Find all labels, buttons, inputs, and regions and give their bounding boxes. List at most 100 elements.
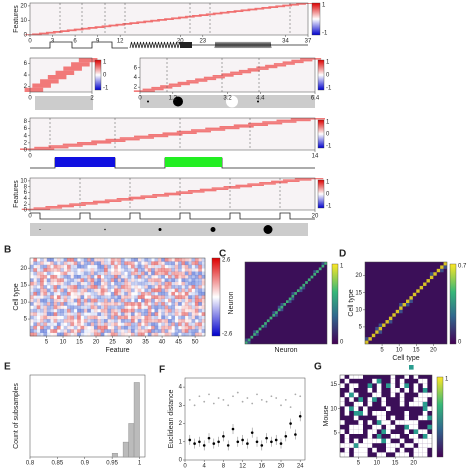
- heatmap-cell: [167, 291, 172, 296]
- panel-letter: D: [339, 249, 346, 260]
- heatmap-cell: [151, 264, 155, 269]
- heatmap-cell: [254, 7, 272, 9]
- heatmap-cell: [157, 319, 162, 323]
- heatmap-cell: [60, 271, 64, 276]
- y-tick-label: 20: [20, 266, 27, 272]
- heatmap-cell: [171, 315, 176, 320]
- heatmap-cell: [50, 322, 54, 327]
- heatmap-cell: [50, 274, 54, 279]
- heatmap-cell: [43, 325, 48, 330]
- y-tick-label: 10: [355, 307, 362, 313]
- x-axis-label: Cell type: [392, 355, 419, 362]
- heatmap-cell: [134, 298, 138, 303]
- trace: [260, 41, 264, 49]
- heatmap-cell: [43, 268, 48, 272]
- heatmap-cell: [291, 294, 295, 298]
- y-axis-label: Features: [13, 180, 20, 208]
- heatmap-cell: [349, 374, 354, 379]
- heatmap-cell: [118, 322, 122, 326]
- heatmap-cell: [57, 272, 61, 276]
- heatmap-cell: [188, 285, 192, 289]
- heatmap-cell: [164, 268, 169, 272]
- dot: [158, 228, 162, 231]
- heatmap-cell: [171, 329, 175, 333]
- point: [241, 400, 244, 403]
- heatmap-cell: [92, 200, 122, 202]
- heatmap-cell: [110, 322, 115, 327]
- heatmap-cell: [167, 319, 172, 323]
- heatmap-cell: [198, 308, 202, 313]
- heatmap-cell: [40, 325, 44, 330]
- heatmap-cell: [167, 329, 172, 333]
- heatmap-cell: [97, 271, 101, 276]
- heatmap-cell: [30, 288, 34, 293]
- heatmap-cell: [36, 274, 41, 279]
- heatmap-cell: [142, 88, 164, 91]
- heatmap-cell: [36, 278, 41, 283]
- heatmap-cell: [181, 325, 186, 330]
- point: [222, 435, 225, 438]
- y-axis-label: Features: [13, 5, 20, 33]
- heatmap-cell: [33, 207, 63, 209]
- heatmap-cell: [422, 429, 428, 434]
- y-tick-label: 15: [330, 382, 337, 388]
- heatmap-cell: [90, 332, 95, 337]
- heatmap-cell: [77, 308, 81, 313]
- heatmap-cell: [93, 302, 98, 306]
- heatmap-cell: [77, 325, 81, 330]
- y-tick-label: 5: [359, 324, 363, 330]
- heatmap-cell: [305, 281, 308, 284]
- heatmap-cell: [164, 305, 169, 310]
- heatmap-cell: [344, 452, 350, 457]
- heatmap-cell: [67, 271, 71, 276]
- axes-frame: [339, 374, 433, 458]
- heatmap-cell: [273, 63, 295, 65]
- heatmap-cell: [33, 264, 38, 269]
- heatmap-cell: [358, 374, 363, 379]
- colorbar-label: 1: [326, 120, 330, 126]
- heatmap-cell: [87, 329, 91, 333]
- heatmap-cell: [147, 291, 152, 296]
- heatmap-cell: [107, 285, 112, 289]
- heatmap-cell: [93, 325, 98, 330]
- heatmap-cell: [381, 452, 386, 457]
- heatmap-cell: [137, 332, 142, 337]
- heatmap-cell: [201, 332, 206, 337]
- heatmap-cell: [340, 401, 345, 407]
- heatmap-cell: [134, 268, 138, 272]
- heatmap-cell: [120, 325, 125, 330]
- colorbar: [94, 59, 102, 91]
- heatmap-cell: [184, 322, 189, 327]
- heatmap-cell: [201, 291, 206, 296]
- heatmap-cell: [199, 188, 229, 190]
- heatmap-cell: [100, 302, 105, 306]
- heatmap-cell: [104, 312, 108, 316]
- y-tick-label: 10: [20, 300, 27, 306]
- heatmap-cell: [30, 312, 34, 316]
- heatmap-cell: [127, 329, 132, 333]
- heatmap-cell: [164, 302, 169, 306]
- heatmap-cell: [87, 274, 91, 279]
- y-tick-label: 0: [24, 208, 28, 214]
- trace: [216, 41, 220, 49]
- heatmap-cell: [110, 261, 115, 266]
- heatmap-cell: [291, 297, 295, 301]
- x-tick-label: 20: [430, 348, 437, 354]
- heatmap-cell: [171, 295, 176, 299]
- heatmap-cell: [53, 298, 58, 303]
- trace: [230, 41, 234, 49]
- heatmap-cell: [399, 392, 405, 398]
- heatmap-cell: [386, 420, 391, 425]
- heatmap-cell: [154, 271, 159, 276]
- axes-frame: [184, 377, 306, 461]
- heatmap-cell: [184, 291, 189, 296]
- heatmap-cell: [167, 285, 172, 289]
- heatmap-cell: [56, 298, 61, 303]
- heatmap-cell: [120, 274, 125, 279]
- heatmap-cell: [87, 27, 105, 28]
- heatmap-cell: [164, 281, 169, 286]
- heatmap-cell: [77, 281, 81, 286]
- x-tick-label: 1: [138, 461, 142, 467]
- heatmap-cell: [33, 291, 38, 296]
- heatmap-cell: [130, 261, 135, 266]
